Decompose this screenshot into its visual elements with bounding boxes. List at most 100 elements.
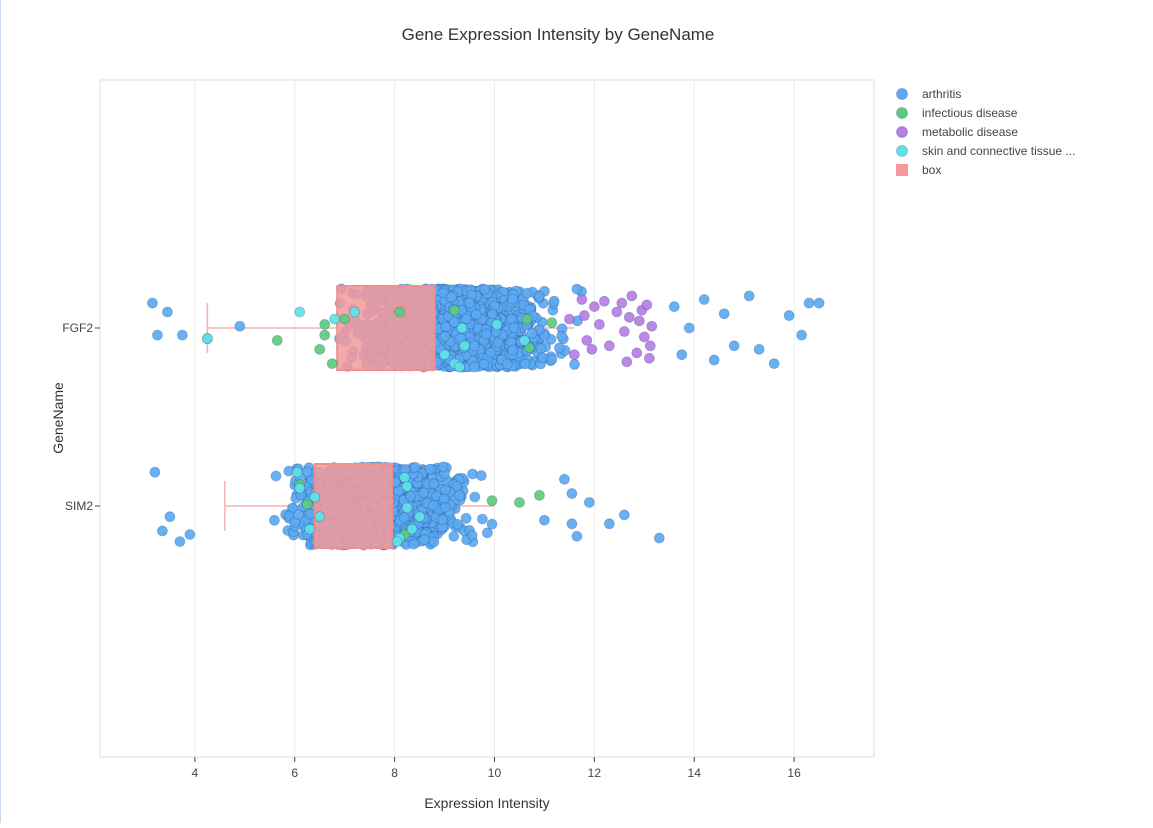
scatter-point [294, 306, 306, 318]
scatter-point [319, 319, 331, 330]
scatter-point [616, 297, 628, 309]
x-tick-label: 14 [688, 766, 702, 780]
scatter-point [467, 468, 478, 480]
scatter-point [556, 330, 568, 342]
scatter-point [618, 326, 630, 337]
legend-item[interactable]: arthritis [896, 87, 962, 101]
scatter-point [783, 310, 795, 321]
scatter-point [813, 297, 825, 309]
scatter-point [314, 343, 326, 355]
scatter-point [481, 328, 492, 340]
box-rects [313, 285, 436, 549]
plot-area [99, 79, 875, 758]
scatter-point [482, 527, 493, 539]
scatter-point [469, 491, 481, 503]
scatter-point [485, 347, 496, 358]
scatter-point [578, 310, 590, 321]
scatter-point [566, 518, 578, 530]
scatter-point [401, 481, 413, 492]
scatter-point [419, 534, 430, 546]
scatter-point [176, 329, 188, 341]
scatter-point [478, 358, 490, 370]
scatter-point [398, 512, 410, 523]
scatter-point [598, 295, 610, 307]
scatter-point [486, 518, 498, 530]
window-left-edge [0, 0, 1, 823]
scatter-point [631, 347, 643, 359]
legend-swatch [896, 164, 908, 176]
scatter-point [514, 497, 525, 508]
scatter-points-highlighted [201, 290, 658, 547]
scatter-point [149, 466, 161, 478]
box-rect [336, 285, 436, 371]
scatter-point [270, 470, 282, 482]
scatter-point [623, 311, 635, 323]
scatter-point [519, 358, 531, 370]
scatter-point [439, 501, 451, 513]
grid [194, 80, 795, 757]
scatter-point [269, 514, 280, 526]
scatter-point [466, 530, 478, 541]
legend-label: skin and connective tissue ... [922, 144, 1075, 158]
legend-item[interactable]: skin and connective tissue ... [896, 144, 1076, 158]
scatter-point [349, 306, 361, 318]
x-tick-label: 6 [291, 766, 298, 780]
y-tick-label: FGF2 [62, 321, 93, 335]
scatter-point [339, 313, 351, 325]
scatter-point [291, 466, 303, 478]
scatter-point [533, 290, 545, 302]
scatter-point [439, 349, 450, 361]
legend-label: metabolic disease [922, 125, 1018, 139]
scatter-point [796, 329, 807, 341]
scatter-point [409, 461, 421, 473]
legend[interactable]: arthritis infectious disease metabolic dis… [896, 87, 1075, 177]
scatter-point [586, 343, 598, 355]
scatter-point [501, 358, 513, 370]
scatter-point [184, 529, 196, 540]
scatter-point [653, 532, 665, 544]
legend-swatch [896, 88, 908, 100]
scatter-point [437, 287, 449, 299]
scatter-point [294, 482, 306, 494]
scatter-point [439, 484, 451, 496]
scatter-point [456, 322, 468, 334]
legend-item[interactable]: infectious disease [896, 106, 1018, 120]
scatter-point [583, 497, 595, 508]
scatter-point [708, 354, 720, 366]
scatter-point [451, 480, 462, 492]
scatter-point [641, 299, 653, 311]
legend-item[interactable]: metabolic disease [896, 125, 1019, 139]
scatter-point [539, 514, 550, 526]
scatter-point [174, 536, 186, 547]
scatter-point [452, 518, 463, 530]
scatter-point [460, 512, 472, 524]
scatter-point [445, 291, 457, 303]
scatter-point [201, 333, 213, 345]
y-axis-ticks: FGF2 SIM2 [62, 321, 100, 513]
scatter-point [234, 320, 246, 332]
scatter-point [633, 315, 645, 327]
scatter-point [546, 354, 558, 365]
scatter-point [486, 308, 498, 320]
legend-item[interactable]: box [896, 163, 941, 177]
scatter-point [581, 335, 593, 346]
scatter-point [553, 342, 565, 354]
scatter-point [621, 356, 633, 368]
y-axis-label: GeneName [50, 382, 66, 454]
scatter-point [508, 322, 520, 334]
legend-swatch [896, 126, 908, 138]
scatter-point [526, 328, 538, 339]
scatter-point [449, 304, 460, 316]
scatter-point [743, 290, 755, 302]
scatter-point [164, 511, 176, 523]
scatter-point [668, 301, 680, 313]
scatter-point [454, 490, 466, 501]
x-tick-label: 12 [588, 766, 602, 780]
scatter-point [152, 329, 163, 341]
scatter-point [468, 361, 480, 373]
scatter-point [603, 518, 615, 530]
scatter-point [470, 308, 482, 320]
scatter-point [768, 358, 780, 370]
scatter-point [406, 523, 418, 535]
scatter-point [418, 487, 430, 499]
